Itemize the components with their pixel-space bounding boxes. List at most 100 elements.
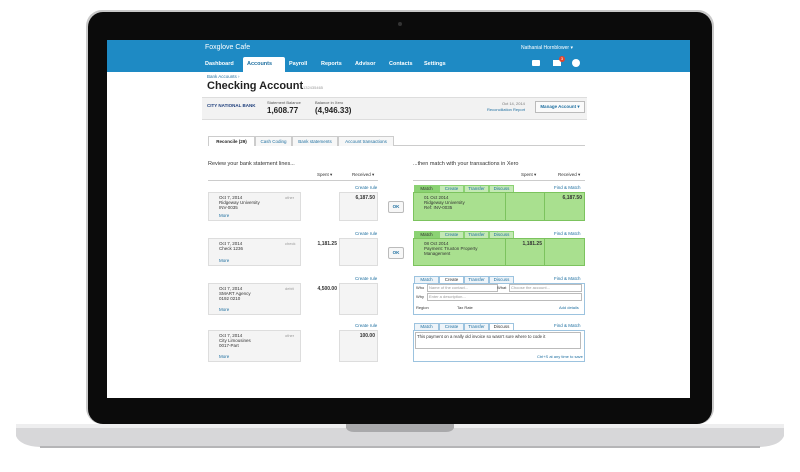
- account-number: 132435465: [303, 85, 324, 90]
- type: other: [285, 195, 295, 200]
- date: Oct 7, 2014: [219, 195, 243, 200]
- nav-item[interactable]: Reports: [321, 61, 342, 67]
- column-divider: [300, 330, 340, 362]
- right-heading: ...then match with your transactions in …: [413, 161, 519, 167]
- nav-item[interactable]: Dashboard: [205, 61, 234, 67]
- panel-tab[interactable]: Create: [439, 276, 464, 283]
- panel-tab[interactable]: Discuss: [489, 185, 514, 192]
- xero-balance-label: Balance in Xero: [315, 100, 344, 105]
- screen: Foxglove Cafe Nathanial Hornblower ▾ Dashb…: [107, 40, 690, 398]
- match-panel: [413, 330, 585, 362]
- account-band: [202, 97, 587, 120]
- who-input[interactable]: Name of the contact...: [427, 284, 498, 292]
- reference: 0192 0210: [219, 296, 241, 301]
- ok-button[interactable]: OK: [388, 201, 404, 213]
- find-match[interactable]: Find & Match: [554, 276, 581, 281]
- discuss-text[interactable]: This payment on a really old invoice so …: [417, 334, 546, 339]
- date: Oct 7, 2014: [219, 241, 243, 246]
- base: [16, 424, 784, 447]
- help-icon[interactable]: [572, 59, 580, 67]
- mail-icon[interactable]: [553, 60, 561, 66]
- create-rule[interactable]: Create rule: [355, 231, 378, 236]
- xero-balance: (4,946.33): [315, 106, 352, 115]
- find-match[interactable]: Find & Match: [554, 323, 581, 328]
- more-link[interactable]: More: [219, 307, 230, 312]
- left-heading-rule: [208, 180, 378, 181]
- panel-tab[interactable]: Transfer: [464, 185, 489, 192]
- more-link[interactable]: More: [219, 213, 230, 218]
- find-match[interactable]: Find & Match: [554, 231, 581, 236]
- tab[interactable]: Reconcile (29): [208, 136, 255, 146]
- tab[interactable]: Account transactions: [338, 136, 394, 146]
- why-label: Why: [416, 294, 424, 299]
- column-divider: [300, 238, 340, 266]
- panel-tab[interactable]: Create: [439, 231, 464, 238]
- statement-line: [208, 330, 378, 362]
- reconciliation-report[interactable]: Reconciliation Report: [487, 107, 526, 112]
- ok-button[interactable]: OK: [388, 247, 404, 259]
- statement-line: [208, 238, 378, 266]
- panel-tab[interactable]: Discuss: [489, 276, 514, 283]
- create-rule[interactable]: Create rule: [355, 185, 378, 190]
- manage-account-button[interactable]: Manage Account ▾: [535, 101, 585, 113]
- tab-rule: [208, 145, 585, 146]
- tab[interactable]: Cash Coding: [255, 136, 292, 146]
- type: other: [285, 333, 295, 338]
- payee: City Limousines: [219, 338, 251, 343]
- header-bar: [107, 40, 690, 72]
- reference: 0017-Part: [219, 343, 239, 348]
- panel-tab[interactable]: Transfer: [464, 231, 489, 238]
- nav-item[interactable]: Contacts: [389, 61, 413, 67]
- tax-select[interactable]: Tax Rate: [457, 305, 473, 310]
- what-input[interactable]: Choose the account...: [509, 284, 582, 292]
- left-heading: Review your bank statement lines...: [208, 161, 295, 167]
- region-select[interactable]: Region: [416, 305, 429, 310]
- panel-tab[interactable]: Discuss: [489, 323, 514, 330]
- panel-tab[interactable]: Create: [439, 185, 464, 192]
- more-link[interactable]: More: [219, 258, 230, 263]
- user-name[interactable]: Nathanial Hornblower ▾: [521, 45, 573, 51]
- panel-tab[interactable]: Create: [439, 323, 464, 330]
- add-details[interactable]: Add details: [559, 305, 579, 310]
- match-text: Ridgeway University: [424, 200, 465, 205]
- date: Oct 7, 2014: [219, 333, 243, 338]
- files-icon[interactable]: [532, 60, 540, 66]
- type: check: [285, 241, 296, 246]
- nav-item[interactable]: Payroll: [289, 61, 308, 67]
- panel-tab[interactable]: Discuss: [489, 231, 514, 238]
- right-heading-rule: [413, 180, 585, 181]
- right-received-heading[interactable]: Received ▾: [558, 172, 581, 177]
- column-divider: [300, 283, 340, 315]
- find-match[interactable]: Find & Match: [554, 185, 581, 190]
- match-panel: [413, 192, 585, 221]
- match-panel: [413, 238, 585, 266]
- panel-tab[interactable]: Match: [414, 276, 439, 283]
- reference: INV-0035: [219, 205, 238, 210]
- panel-tab[interactable]: Match: [414, 231, 439, 238]
- why-input[interactable]: Enter a description...: [427, 293, 582, 301]
- statement-line: [208, 283, 378, 315]
- left-received-heading[interactable]: Received ▾: [352, 172, 375, 177]
- tab[interactable]: Bank statements: [292, 136, 338, 146]
- company-name[interactable]: Foxglove Cafe: [205, 44, 251, 51]
- what-label: What: [497, 285, 507, 290]
- match-divider: [505, 192, 545, 221]
- breadcrumb[interactable]: Bank Accounts ›: [207, 74, 240, 79]
- panel-tab[interactable]: Match: [414, 185, 439, 192]
- create-rule[interactable]: Create rule: [355, 323, 378, 328]
- nav-item[interactable]: Settings: [424, 61, 446, 67]
- panel-tab[interactable]: Match: [414, 323, 439, 330]
- nav-item[interactable]: Accounts: [247, 61, 273, 67]
- left-spent-heading[interactable]: Spent ▾: [317, 172, 333, 177]
- more-link[interactable]: More: [219, 354, 230, 359]
- panel-tab[interactable]: Transfer: [464, 323, 489, 330]
- who-label: Who: [416, 285, 425, 290]
- notch: [346, 424, 454, 432]
- create-rule[interactable]: Create rule: [355, 276, 378, 281]
- payee: SMART Agency: [219, 291, 251, 296]
- panel-tab[interactable]: Transfer: [464, 276, 489, 283]
- nav-item[interactable]: Advisor: [355, 61, 376, 67]
- match-date: 08 Oct 2014: [424, 241, 449, 246]
- discuss-box: [415, 332, 581, 349]
- right-spent-heading[interactable]: Spent ▾: [521, 172, 537, 177]
